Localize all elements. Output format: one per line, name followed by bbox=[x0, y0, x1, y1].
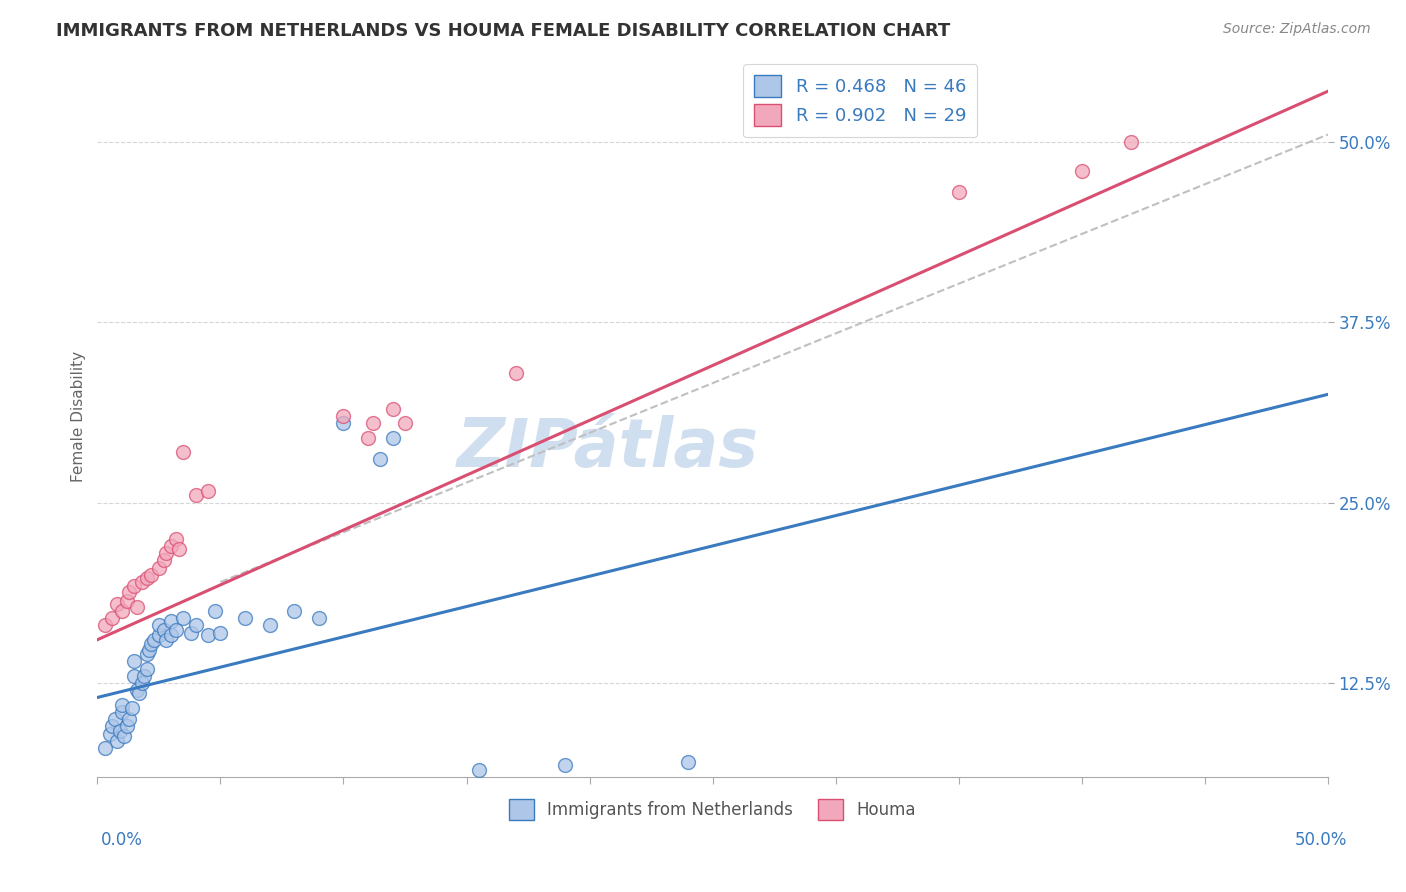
Point bbox=[283, 604, 305, 618]
Point bbox=[165, 532, 187, 546]
Point bbox=[105, 733, 128, 747]
Point bbox=[173, 611, 195, 625]
Point bbox=[160, 628, 183, 642]
Point bbox=[121, 700, 143, 714]
Point bbox=[128, 686, 150, 700]
Point bbox=[155, 546, 177, 560]
Point bbox=[1119, 135, 1142, 149]
Point bbox=[184, 488, 207, 502]
Point bbox=[98, 726, 121, 740]
Point bbox=[554, 758, 576, 772]
Point bbox=[209, 625, 232, 640]
Point bbox=[115, 594, 138, 608]
Point bbox=[103, 712, 125, 726]
Point bbox=[118, 585, 141, 599]
Point bbox=[111, 698, 134, 712]
Point bbox=[93, 618, 115, 632]
Point bbox=[93, 741, 115, 756]
Point bbox=[148, 628, 170, 642]
Point bbox=[332, 409, 354, 423]
Point bbox=[122, 669, 145, 683]
Point bbox=[160, 614, 183, 628]
Point bbox=[135, 647, 157, 661]
Point bbox=[112, 730, 135, 744]
Point bbox=[197, 628, 219, 642]
Y-axis label: Female Disability: Female Disability bbox=[72, 351, 86, 482]
Point bbox=[381, 401, 404, 416]
Point bbox=[101, 719, 124, 733]
Point bbox=[1070, 163, 1092, 178]
Point bbox=[153, 553, 176, 567]
Point bbox=[184, 618, 207, 632]
Point bbox=[105, 597, 128, 611]
Point bbox=[361, 416, 384, 430]
Point bbox=[122, 654, 145, 668]
Point bbox=[115, 719, 138, 733]
Point bbox=[125, 599, 148, 614]
Point bbox=[204, 604, 226, 618]
Point bbox=[468, 763, 491, 777]
Point bbox=[148, 560, 170, 574]
Point bbox=[135, 662, 157, 676]
Point bbox=[370, 452, 392, 467]
Point bbox=[111, 604, 134, 618]
Point bbox=[135, 571, 157, 585]
Text: ZIPátlas: ZIPátlas bbox=[457, 416, 759, 482]
Point bbox=[308, 611, 330, 625]
Point bbox=[141, 567, 163, 582]
Text: 50.0%: 50.0% bbox=[1295, 831, 1347, 849]
Point bbox=[233, 611, 256, 625]
Point bbox=[111, 705, 134, 719]
Text: 0.0%: 0.0% bbox=[101, 831, 143, 849]
Point bbox=[160, 539, 183, 553]
Point bbox=[138, 643, 160, 657]
Point bbox=[131, 574, 153, 589]
Legend: Immigrants from Netherlands, Houma: Immigrants from Netherlands, Houma bbox=[502, 793, 922, 826]
Point bbox=[505, 366, 527, 380]
Point bbox=[165, 623, 187, 637]
Point bbox=[143, 632, 166, 647]
Point bbox=[132, 669, 155, 683]
Point bbox=[155, 632, 177, 647]
Point bbox=[259, 618, 281, 632]
Point bbox=[141, 637, 163, 651]
Point bbox=[167, 541, 190, 556]
Point bbox=[153, 623, 176, 637]
Point bbox=[173, 445, 195, 459]
Point bbox=[101, 611, 124, 625]
Point bbox=[180, 625, 202, 640]
Point bbox=[148, 618, 170, 632]
Point bbox=[357, 431, 380, 445]
Point bbox=[197, 484, 219, 499]
Text: IMMIGRANTS FROM NETHERLANDS VS HOUMA FEMALE DISABILITY CORRELATION CHART: IMMIGRANTS FROM NETHERLANDS VS HOUMA FEM… bbox=[56, 22, 950, 40]
Point bbox=[394, 416, 416, 430]
Point bbox=[108, 723, 131, 738]
Point bbox=[125, 683, 148, 698]
Point bbox=[948, 186, 970, 200]
Point bbox=[381, 431, 404, 445]
Point bbox=[118, 712, 141, 726]
Point bbox=[122, 579, 145, 593]
Point bbox=[676, 756, 699, 770]
Point bbox=[332, 416, 354, 430]
Point bbox=[131, 676, 153, 690]
Text: Source: ZipAtlas.com: Source: ZipAtlas.com bbox=[1223, 22, 1371, 37]
